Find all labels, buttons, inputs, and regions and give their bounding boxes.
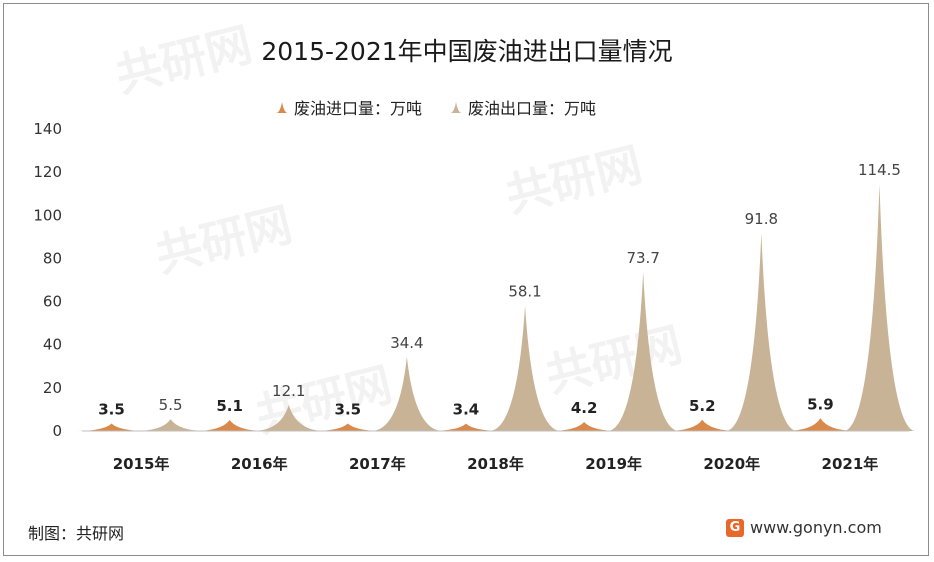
y-tick-label: 40 [43,336,62,354]
import-peak [429,423,502,431]
y-tick-label: 120 [33,163,62,181]
export-peak [843,184,916,431]
y-axis: 0 20 40 60 80 100 120 140 [33,120,62,440]
x-tick-label: 2019年 [585,455,642,473]
x-tick-label: 2016年 [231,455,288,473]
x-tick-label: 2020年 [703,455,760,473]
export-peak [370,356,443,431]
plot-area: 0 20 40 60 80 100 120 140 3.5 5.1 3.5 3.4 4.2 5.2 5.9… [33,120,916,473]
import-peak [311,423,384,431]
y-tick-label: 100 [33,206,62,224]
brand: G www.gonyn.com [726,518,882,537]
x-tick-label: 2015年 [113,455,170,473]
export-data-label: 91.8 [745,210,778,228]
y-tick-label: 0 [52,422,62,440]
import-data-label: 5.2 [689,397,716,415]
chart-marks: 3.5 5.1 3.5 3.4 4.2 5.2 5.9 5.5 12.1 34.4 58.1 73.7… [75,161,916,431]
import-peak [193,419,266,431]
legend-item-import: 废油进口量：万吨 [276,95,422,119]
export-peak [252,404,325,431]
export-data-label: 58.1 [508,283,541,301]
import-data-label: 4.2 [571,399,598,417]
import-data-label: 3.5 [98,400,125,418]
chart-title: 2015-2021年中国废油进出口量情况 [261,37,673,66]
source-note: 制图：共研网 [28,524,125,543]
legend-label-import: 废油进口量：万吨 [294,99,423,118]
export-data-label: 5.5 [159,396,183,414]
import-peak [548,421,621,431]
legend-label-export: 废油出口量：万吨 [468,99,597,118]
export-data-label: 12.1 [272,382,305,400]
export-peak [134,419,207,431]
export-data-label: 114.5 [858,161,901,179]
x-tick-label: 2021年 [822,455,879,473]
import-peak [784,418,857,431]
x-axis: 2015年 2016年 2017年 2018年 2019年 2020年 2021年 [82,430,909,473]
y-tick-label: 20 [43,379,62,397]
legend: 废油进口量：万吨 废油出口量：万吨 [276,96,596,118]
legend-swatch-export [450,102,463,113]
legend-swatch-import [276,102,288,113]
import-data-label: 5.9 [807,395,834,413]
legend-item-export: 废油出口量：万吨 [450,95,596,119]
y-tick-label: 140 [33,120,62,138]
export-peak [607,272,680,431]
chart-frame: 共研网 共研网 共研网 共研网 共研网 2015-2021年中国废油进出口量情况… [3,3,929,556]
export-peak [725,232,798,431]
export-data-label: 34.4 [390,334,423,352]
import-peak [666,419,739,431]
x-tick-label: 2017年 [349,455,406,473]
import-peak [75,423,148,431]
y-tick-label: 80 [43,249,62,267]
brand-site: www.gonyn.com [750,518,882,537]
export-data-label: 73.7 [626,249,659,267]
export-peak [489,305,562,431]
x-tick-label: 2018年 [467,455,524,473]
import-data-label: 5.1 [216,397,243,415]
import-data-label: 3.4 [453,401,480,419]
y-tick-label: 60 [43,293,62,311]
brand-logo-icon: G [726,518,744,537]
import-data-label: 3.5 [335,400,362,418]
